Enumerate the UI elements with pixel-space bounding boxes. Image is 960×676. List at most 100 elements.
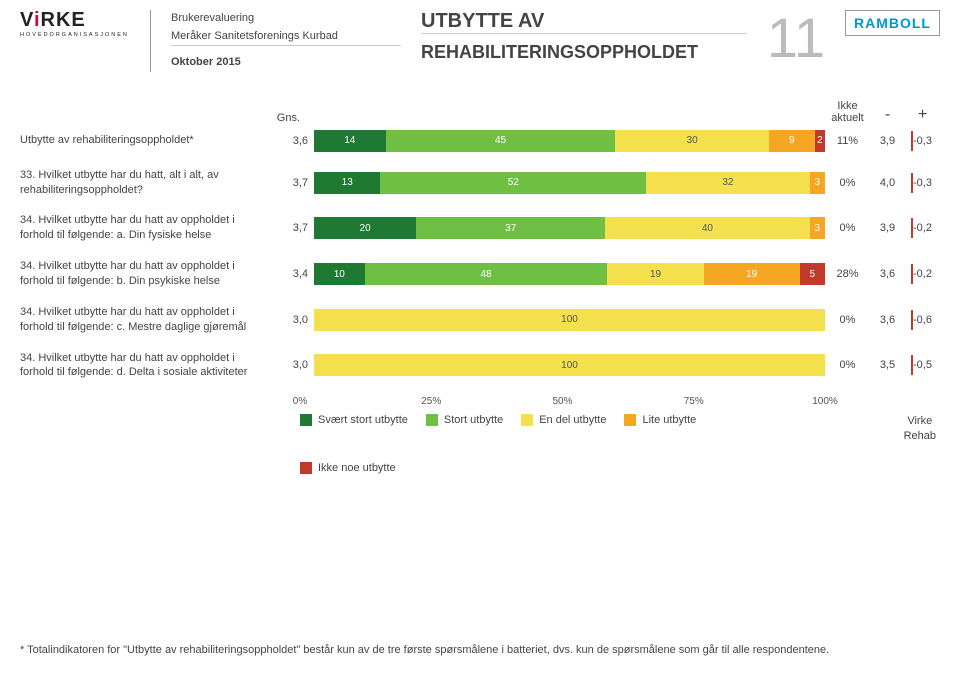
meta-date: Oktober 2015 (171, 54, 401, 72)
stacked-bar: 104819195 (314, 263, 825, 285)
na-value: 0% (825, 359, 870, 371)
legend: Svært stort utbytte Stort utbytte En del u… (300, 414, 940, 474)
col-minus: - (870, 106, 905, 124)
col-plus: + (905, 106, 940, 124)
gns-value: 3,6 (273, 135, 314, 147)
bar-segment: 45 (386, 130, 616, 152)
bar-segment: 10 (314, 263, 365, 285)
legend-label: Ikke noe utbytte (318, 462, 396, 474)
meta-line2: Meråker Sanitetsforenings Kurbad (171, 28, 401, 46)
plus-value: -0,2 (905, 222, 940, 234)
ramboll-logo: RAMBOLL (845, 10, 940, 36)
virke-rehab-label: Virke Rehab (904, 414, 936, 443)
na-value: 0% (825, 177, 870, 189)
plus-value: -0,2 (905, 268, 940, 280)
meta-line1: Brukerevaluering (171, 10, 401, 28)
legend-label: Svært stort utbytte (318, 414, 408, 426)
divider (150, 10, 151, 72)
axis-tick: 50% (552, 396, 572, 407)
tick-mark (911, 173, 913, 193)
column-headers: Gns. Ikke aktuelt - + (20, 100, 940, 124)
bar-segment: 19 (704, 263, 800, 285)
legend-item: Stort utbytte (426, 414, 503, 426)
report-page: ViRKE HOVEDORGANISASJONEN Brukerevalueri… (0, 0, 960, 676)
bar-segment: 52 (380, 172, 646, 194)
chart-row: 34. Hvilket utbytte har du hatt av oppho… (20, 351, 940, 381)
bar-segment: 100 (314, 309, 825, 331)
legend-label: Stort utbytte (444, 414, 503, 426)
stacked-bar: 2037403 (314, 217, 825, 239)
chart-row: 34. Hvilket utbytte har du hatt av oppho… (20, 259, 940, 289)
x-axis: 0%25%50%75%100% (300, 396, 825, 410)
plus-value: -0,5 (905, 359, 940, 371)
virke-rehab-2: Rehab (904, 429, 936, 443)
legend-swatch (624, 414, 636, 426)
bar-segment: 5 (800, 263, 825, 285)
title-block: UTBYTTE AV REHABILITERINGSOPPHOLDET (421, 10, 747, 63)
tick-mark (911, 264, 913, 284)
plus-value: -0,3 (905, 135, 940, 147)
tick-mark (911, 218, 913, 238)
legend-item: Ikke noe utbytte (300, 462, 396, 474)
footnote: * Totalindikatoren for "Utbytte av rehab… (20, 644, 940, 656)
legend-swatch (426, 414, 438, 426)
bar-segment: 32 (646, 172, 810, 194)
chart-row: 33. Hvilket utbytte har du hatt, alt i a… (20, 168, 940, 198)
bar-segment: 2 (815, 130, 825, 152)
gns-value: 3,0 (273, 359, 314, 371)
minus-value: 3,6 (870, 314, 905, 326)
bar-segment: 14 (314, 130, 386, 152)
axis-tick: 25% (421, 396, 441, 407)
stacked-bar: 1352323 (314, 172, 825, 194)
minus-value: 4,0 (870, 177, 905, 189)
question-label: 34. Hvilket utbytte har du hatt av oppho… (20, 259, 273, 289)
brand-pre: V (20, 9, 34, 31)
chart-row: 34. Hvilket utbytte har du hatt av oppho… (20, 305, 940, 335)
page-number: 11 (767, 10, 825, 66)
bar-segment: 13 (314, 172, 380, 194)
chart-row: Utbytte av rehabiliteringsoppholdet*3,61… (20, 130, 940, 152)
question-label: 34. Hvilket utbytte har du hatt av oppho… (20, 305, 273, 335)
chart-rows: Utbytte av rehabiliteringsoppholdet*3,61… (20, 130, 940, 380)
bar-segment: 37 (416, 217, 605, 239)
tick-mark (911, 131, 913, 151)
stacked-bar: 100 (314, 354, 825, 376)
stacked-bar: 100 (314, 309, 825, 331)
bar-segment: 100 (314, 354, 825, 376)
bar-segment: 3 (810, 172, 825, 194)
minus-value: 3,5 (870, 359, 905, 371)
legend-label: En del utbytte (539, 414, 606, 426)
title-line2: REHABILITERINGSOPPHOLDET (421, 42, 747, 63)
gns-value: 3,7 (273, 177, 314, 189)
na-value: 11% (825, 135, 870, 147)
question-label: 34. Hvilket utbytte har du hatt av oppho… (20, 351, 273, 381)
gns-value: 3,4 (273, 268, 314, 280)
bar-segment: 48 (365, 263, 608, 285)
na-value: 0% (825, 314, 870, 326)
bar-segment: 19 (607, 263, 703, 285)
legend-swatch (521, 414, 533, 426)
question-label: 33. Hvilket utbytte har du hatt, alt i a… (20, 168, 273, 198)
title-line1: UTBYTTE AV (421, 10, 747, 33)
header-meta: Brukerevaluering Meråker Sanitetsforenin… (171, 10, 401, 72)
bar-segment: 20 (314, 217, 416, 239)
plus-value: -0,6 (905, 314, 940, 326)
gns-value: 3,7 (273, 222, 314, 234)
col-gns: Gns. (265, 112, 306, 124)
question-label: Utbytte av rehabiliteringsoppholdet* (20, 133, 273, 148)
brand-post: RKE (41, 9, 86, 31)
axis-tick: 75% (684, 396, 704, 407)
legend-label: Lite utbytte (642, 414, 696, 426)
legend-item: Lite utbytte (624, 414, 696, 426)
minus-value: 3,9 (870, 135, 905, 147)
bar-segment: 3 (810, 217, 825, 239)
brand-subline: HOVEDORGANISASJONEN (20, 32, 130, 38)
legend-swatch (300, 414, 312, 426)
gns-value: 3,0 (273, 314, 314, 326)
chart-row: 34. Hvilket utbytte har du hatt av oppho… (20, 213, 940, 243)
page-header: ViRKE HOVEDORGANISASJONEN Brukerevalueri… (20, 10, 940, 78)
axis-tick: 100% (812, 396, 838, 407)
legend-item: Svært stort utbytte (300, 414, 408, 426)
bar-segment: 30 (615, 130, 768, 152)
na-value: 28% (825, 268, 870, 280)
